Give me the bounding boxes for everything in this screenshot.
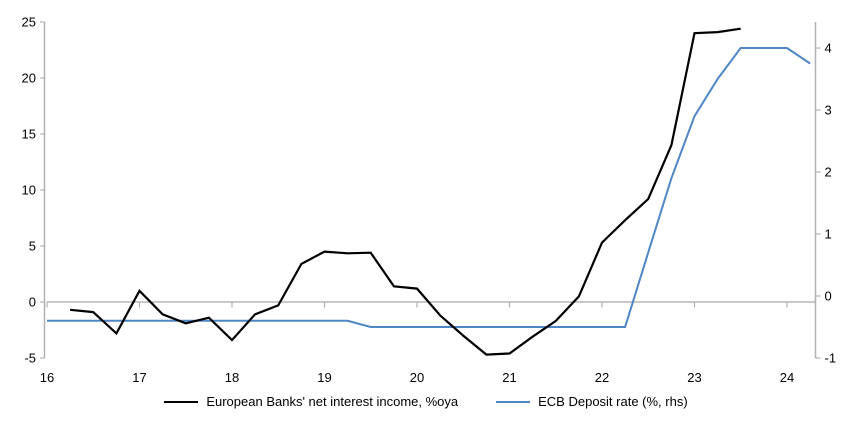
- right-axis-tick-label: -1: [825, 351, 837, 366]
- right-axis-tick-label: 0: [825, 289, 832, 304]
- series-line-ecb-deposit-rate: [47, 47, 811, 328]
- left-axis-tick-label: -5: [24, 351, 36, 366]
- chart-legend: European Banks' net interest income, %oy…: [0, 394, 852, 409]
- legend-label-net-interest-income: European Banks' net interest income, %oy…: [206, 394, 459, 409]
- x-axis-tick-label: 17: [132, 370, 146, 385]
- x-axis-tick-label: 23: [687, 370, 701, 385]
- x-axis-tick-label: 16: [40, 370, 54, 385]
- x-axis-tick-label: 22: [595, 370, 609, 385]
- black-line-swatch: [164, 400, 199, 403]
- left-axis-tick-label: 20: [22, 71, 36, 86]
- right-axis-tick-label: 3: [825, 103, 832, 118]
- x-axis-tick-label: 24: [780, 370, 794, 385]
- series-line-net-interest-income: [69, 27, 741, 356]
- legend-item-net-interest-income: European Banks' net interest income, %oy…: [164, 394, 458, 409]
- left-axis-tick-label: 5: [29, 239, 36, 254]
- left-axis-tick-label: 25: [22, 15, 36, 30]
- legend-item-ecb-deposit-rate: ECB Deposit rate (%, rhs): [496, 394, 688, 409]
- blue-line-swatch: [496, 400, 531, 403]
- left-axis-tick-label: 10: [22, 183, 36, 198]
- legend-label-ecb-deposit-rate: ECB Deposit rate (%, rhs): [538, 394, 688, 409]
- right-axis-tick-label: 1: [825, 227, 832, 242]
- x-axis-tick-label: 19: [317, 370, 331, 385]
- x-axis-tick-label: 21: [502, 370, 516, 385]
- right-axis-tick-label: 4: [825, 41, 832, 56]
- left-axis-tick-label: 0: [29, 295, 36, 310]
- x-axis-tick-label: 20: [410, 370, 424, 385]
- left-axis-tick-label: 15: [22, 127, 36, 142]
- x-axis-tick-label: 18: [225, 370, 239, 385]
- right-axis-tick-label: 2: [825, 165, 832, 180]
